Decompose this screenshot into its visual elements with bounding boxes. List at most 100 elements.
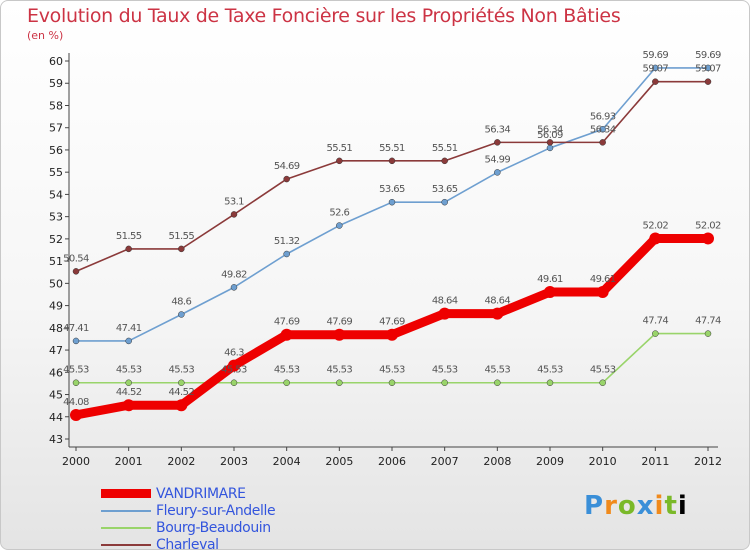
data-label: 53.65 xyxy=(379,184,405,195)
y-tick-label: 56 xyxy=(49,144,63,157)
x-tick-label: 2006 xyxy=(378,455,406,468)
legend-swatch xyxy=(101,543,151,546)
x-tick-label: 2012 xyxy=(694,455,722,468)
data-point xyxy=(704,330,712,337)
data-label: 54.99 xyxy=(485,154,511,165)
data-label: 51.32 xyxy=(274,236,300,247)
y-tick-label: 60 xyxy=(49,55,63,68)
data-point xyxy=(652,64,659,72)
data-point xyxy=(70,408,82,421)
logo-letter: i xyxy=(654,491,665,521)
data-label: 59.07 xyxy=(643,64,669,75)
x-tick-label: 2009 xyxy=(536,455,564,468)
data-label: 56.34 xyxy=(590,124,616,135)
data-label: 47.69 xyxy=(327,317,353,328)
data-label: 59.07 xyxy=(695,64,721,75)
legend-item: Charleval xyxy=(101,536,275,549)
data-point xyxy=(178,379,185,386)
data-label: 45.53 xyxy=(169,365,195,376)
data-point xyxy=(72,379,80,386)
data-label: 50.54 xyxy=(63,253,89,264)
y-tick-label: 58 xyxy=(49,99,63,112)
logo-letter: t xyxy=(664,491,678,521)
data-label: 53.1 xyxy=(224,196,244,207)
data-label: 55.51 xyxy=(432,143,458,154)
y-tick-label: 47 xyxy=(49,344,63,357)
data-point xyxy=(599,379,606,386)
legend-label: VANDRIMARE xyxy=(156,485,246,502)
y-tick-label: 54 xyxy=(49,188,63,201)
x-tick-label: 2011 xyxy=(641,455,669,468)
data-label: 45.53 xyxy=(221,365,247,376)
data-label: 59.69 xyxy=(643,50,669,61)
data-point xyxy=(178,245,185,253)
data-label: 44.08 xyxy=(63,397,89,408)
y-tick-label: 45 xyxy=(49,389,63,402)
data-label: 55.51 xyxy=(327,143,353,154)
x-tick-label: 2004 xyxy=(273,455,301,468)
y-tick-label: 59 xyxy=(49,77,63,90)
data-label: 44.52 xyxy=(169,387,195,398)
data-label: 54.69 xyxy=(274,161,300,172)
data-label: 45.53 xyxy=(116,365,142,376)
data-point xyxy=(704,64,712,72)
data-label: 56.09 xyxy=(537,130,563,141)
logo-letter: o xyxy=(617,491,637,521)
data-label: 45.53 xyxy=(327,365,353,376)
data-label: 47.41 xyxy=(116,323,142,334)
data-point xyxy=(283,175,290,183)
data-point xyxy=(544,286,556,299)
data-point xyxy=(175,399,188,412)
data-label: 56.93 xyxy=(590,111,616,122)
legend-item: Fleury-sur-Andelle xyxy=(101,502,276,519)
data-label: 53.65 xyxy=(432,184,458,195)
data-point xyxy=(441,157,448,165)
data-label: 51.55 xyxy=(116,231,142,242)
y-tick-label: 44 xyxy=(49,411,63,424)
logo-letter: x xyxy=(636,491,655,521)
data-point xyxy=(72,337,80,345)
data-label: 45.53 xyxy=(274,365,300,376)
data-point xyxy=(228,359,240,372)
y-tick-label: 52 xyxy=(49,233,63,246)
data-point xyxy=(546,139,554,146)
logo-letter: i xyxy=(677,491,688,521)
data-label: 47.74 xyxy=(695,316,721,327)
data-label: 51.55 xyxy=(169,231,195,242)
data-label: 59.69 xyxy=(695,50,721,61)
data-point xyxy=(596,286,609,299)
logo-letter: P xyxy=(584,491,605,521)
chart-legend: VANDRIMARE Fleury-sur-Andelle Bourg-Beaudo… xyxy=(101,485,276,549)
data-point xyxy=(491,307,504,320)
x-tick-label: 2010 xyxy=(589,455,617,468)
x-tick-label: 2003 xyxy=(220,455,248,468)
y-tick-label: 49 xyxy=(49,300,63,313)
y-axis-unit-label: (en %) xyxy=(27,29,64,42)
legend-label: Bourg-Beaudouin xyxy=(156,519,271,536)
x-tick-label: 2008 xyxy=(483,455,511,468)
data-point xyxy=(494,139,501,146)
data-label: 44.52 xyxy=(116,387,142,398)
data-label: 45.53 xyxy=(590,365,616,376)
data-label: 55.51 xyxy=(379,143,405,154)
data-point xyxy=(649,232,662,245)
legend-item: Bourg-Beaudouin xyxy=(101,519,275,536)
data-point xyxy=(438,307,451,320)
data-point xyxy=(494,379,501,386)
data-point xyxy=(599,139,606,146)
legend-label: Fleury-sur-Andelle xyxy=(156,502,276,519)
data-label: 47.41 xyxy=(63,323,89,334)
data-label: 56.34 xyxy=(485,124,511,135)
data-label: 52.6 xyxy=(329,208,349,219)
legend-item: VANDRIMARE xyxy=(101,485,275,502)
data-label: 56.34 xyxy=(537,124,563,135)
data-point xyxy=(546,144,554,152)
data-point xyxy=(494,169,501,176)
data-point xyxy=(178,311,185,318)
data-point xyxy=(336,379,343,386)
x-tick-label: 2000 xyxy=(62,455,90,468)
data-label: 47.69 xyxy=(379,317,405,328)
legend-swatch xyxy=(101,526,151,529)
